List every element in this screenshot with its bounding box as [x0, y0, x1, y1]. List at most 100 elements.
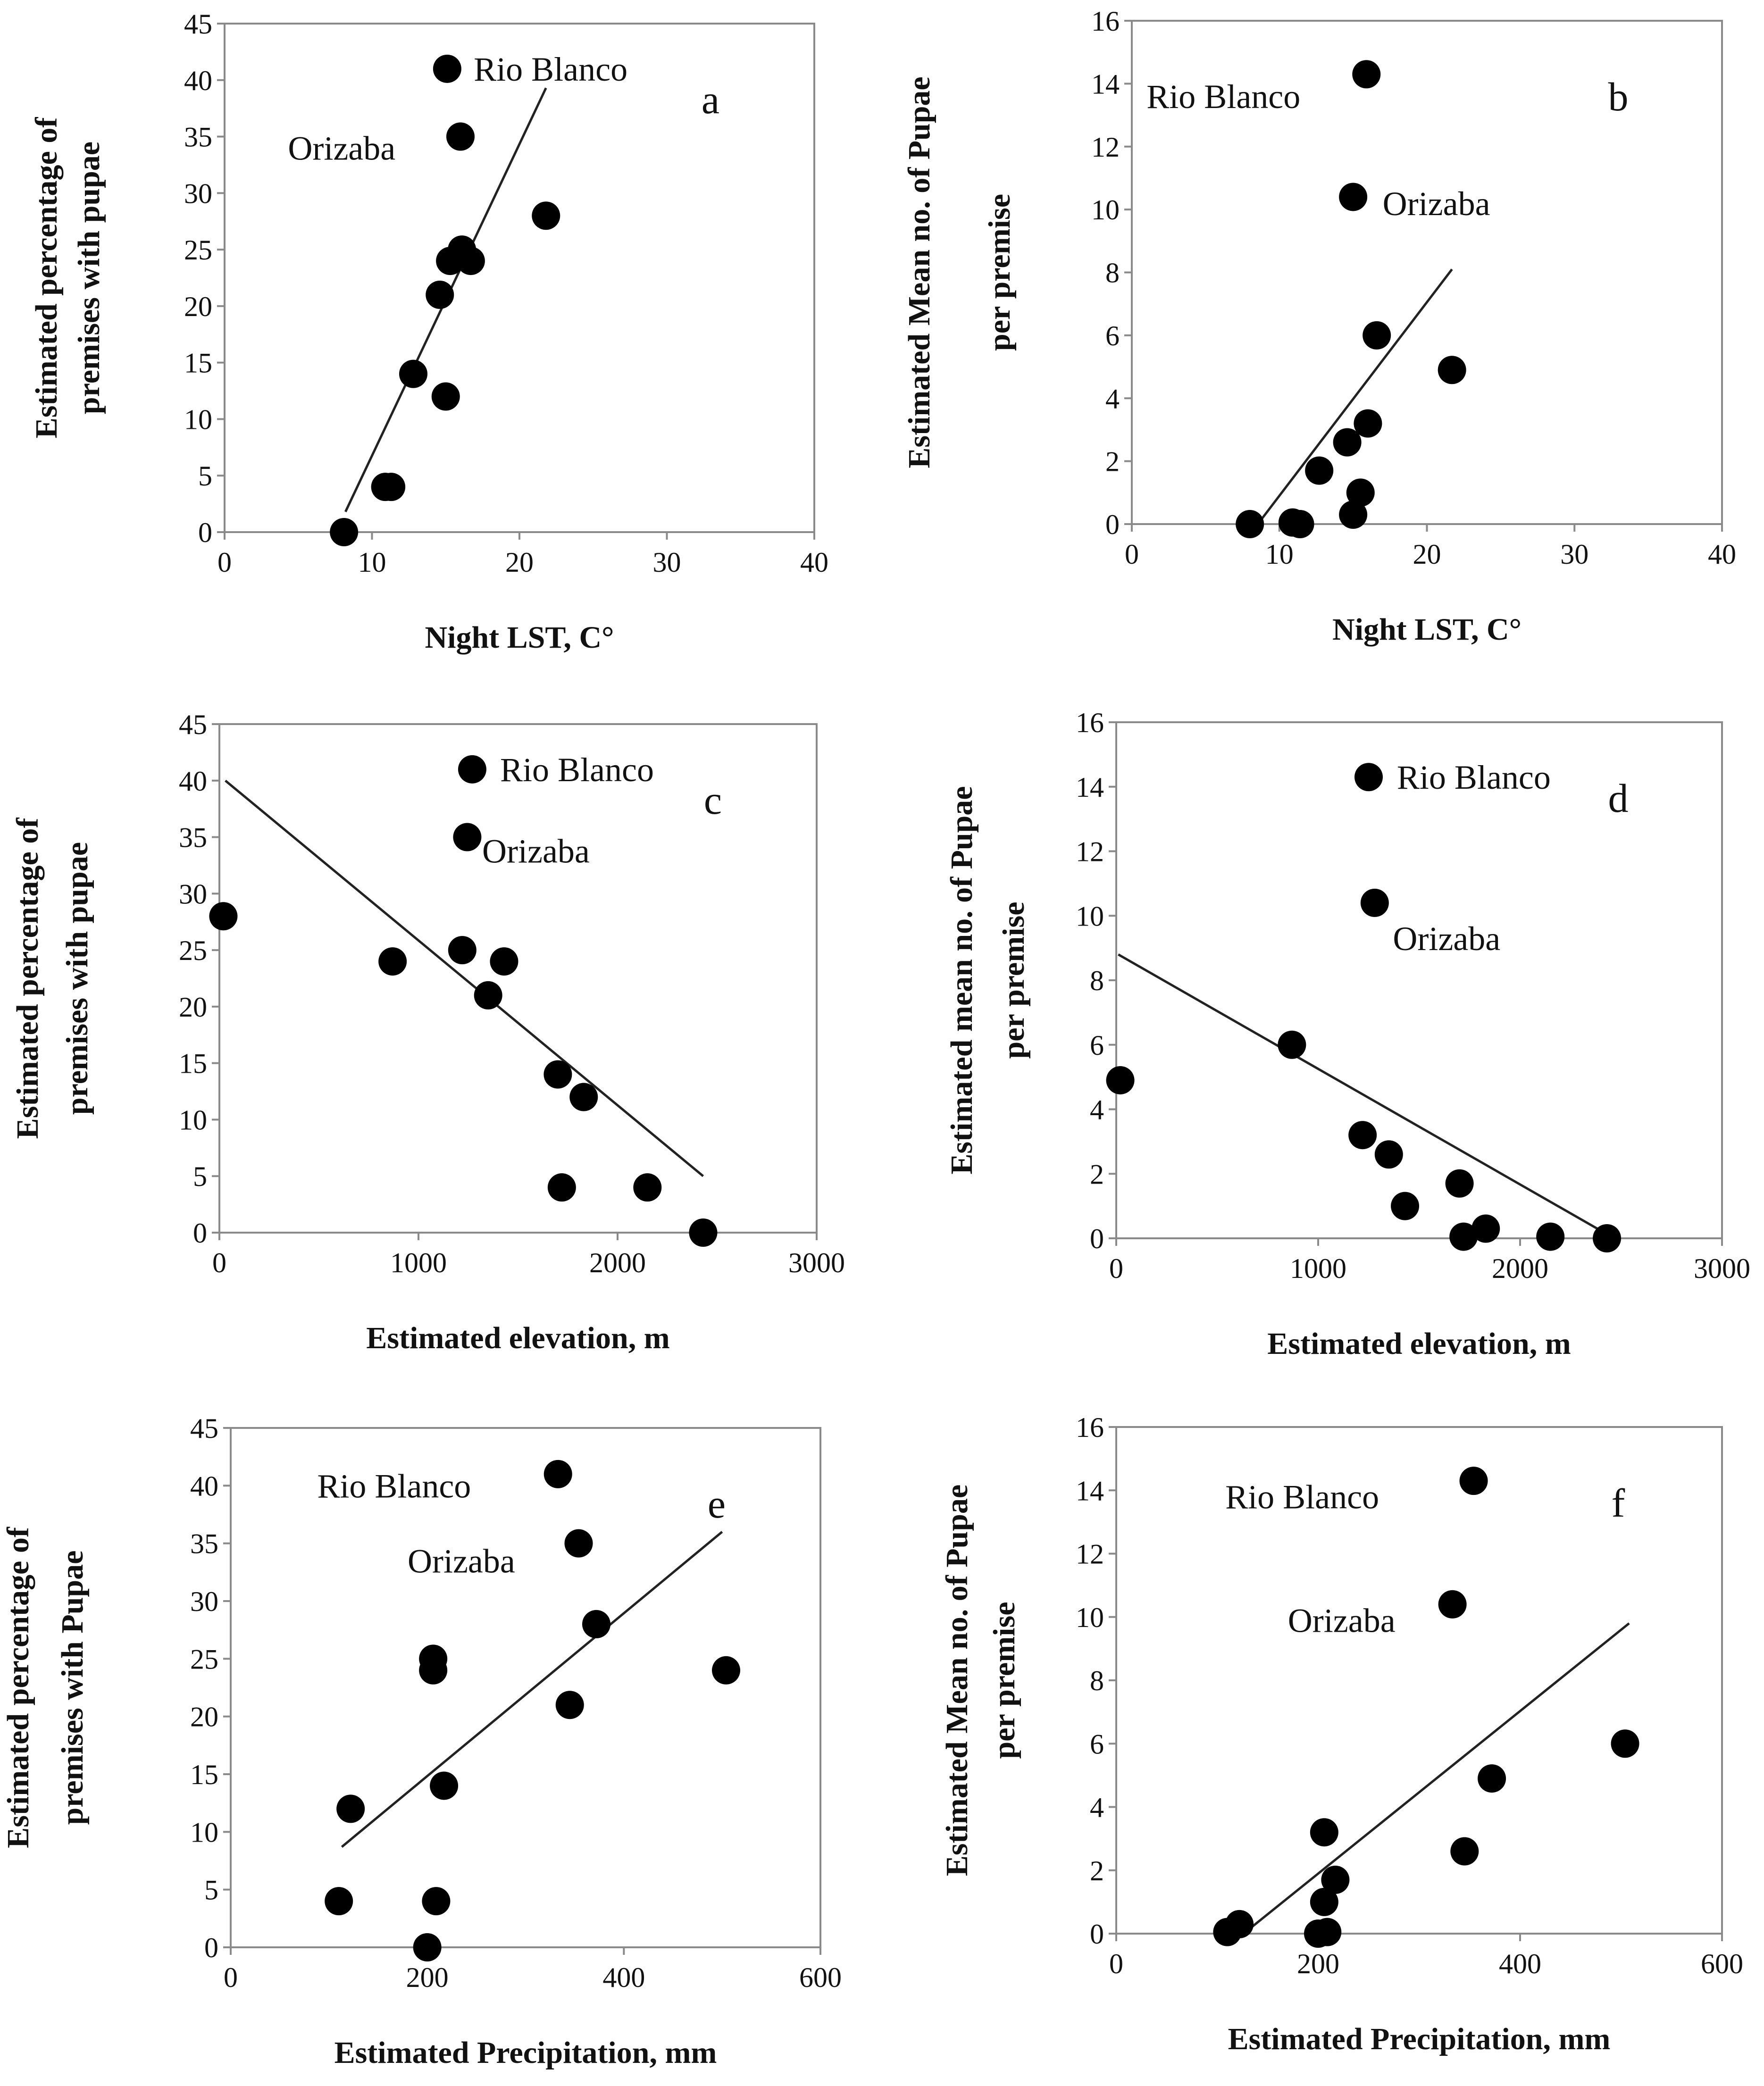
x-tick-label: 2000 — [1492, 1253, 1548, 1284]
x-tick-label: 1000 — [1290, 1253, 1346, 1284]
y-axis-label-line: per premise — [987, 1602, 1021, 1759]
point-annotation: Orizaba — [288, 130, 395, 167]
data-point — [1321, 1865, 1350, 1894]
data-point — [1445, 1169, 1474, 1198]
y-tick-label: 20 — [184, 291, 212, 322]
plot-frame — [1115, 721, 1723, 1239]
y-tick-label: 30 — [179, 878, 207, 909]
data-point — [1478, 1764, 1506, 1793]
data-point — [1333, 428, 1362, 457]
panel-b: 0 2 4 6 8 10 12 14 16 0 10 20 30 40 Night LST, C° Estim… — [902, 6, 1736, 647]
x-axis-label: Estimated Precipitation, mm — [334, 2036, 717, 2070]
data-point — [413, 1933, 442, 1961]
y-axis-label-line: Estimated Mean no. of Pupae — [902, 76, 936, 468]
y-tick-label: 14 — [1091, 68, 1120, 100]
x-tick-label: 40 — [1708, 539, 1736, 570]
y-tick-label: 45 — [184, 8, 212, 40]
y-tick-label: 5 — [193, 1161, 207, 1192]
y-tick-label: 2 — [1090, 1855, 1104, 1886]
y-tick-label: 40 — [184, 65, 212, 96]
y-tick-label: 4 — [1090, 1094, 1104, 1126]
y-tick-label: 20 — [190, 1702, 218, 1733]
data-point — [336, 1794, 365, 1823]
panel-letter: c — [704, 777, 722, 823]
data-point — [1106, 1066, 1135, 1094]
x-axis-label: Estimated Precipitation, mm — [1228, 2022, 1611, 2056]
x-tick-label: 0 — [1125, 539, 1139, 570]
y-tick-label: 4 — [1105, 383, 1120, 414]
data-point — [453, 823, 482, 851]
point-annotation: Orizaba — [1288, 1602, 1396, 1639]
data-point — [1459, 1467, 1488, 1495]
trendline — [1118, 953, 1604, 1233]
trendline — [225, 779, 704, 1177]
y-tick-label: 25 — [179, 935, 207, 966]
y-tick-label: 40 — [179, 766, 207, 797]
x-tick-label: 20 — [505, 547, 534, 578]
x-tick-label: 10 — [1265, 539, 1294, 570]
point-annotation: Orizaba — [1383, 185, 1490, 223]
data-point — [1339, 183, 1368, 211]
data-point — [426, 280, 454, 309]
y-axis-label-line: premises with Pupae — [55, 1551, 90, 1825]
point-annotation: Orizaba — [408, 1542, 515, 1580]
y-tick-label: 10 — [1076, 1602, 1104, 1633]
data-point — [446, 122, 475, 151]
y-tick-label: 12 — [1076, 836, 1104, 868]
data-point — [436, 247, 465, 275]
x-tick-label: 2000 — [589, 1247, 646, 1278]
data-point — [1449, 1222, 1478, 1251]
x-axis-label: Estimated elevation, m — [1267, 1327, 1571, 1361]
y-tick-label: 8 — [1090, 1665, 1104, 1696]
y-tick-label: 8 — [1105, 258, 1120, 289]
data-point — [1438, 1590, 1467, 1619]
y-tick-label: 40 — [190, 1470, 218, 1502]
y-tick-label: 35 — [179, 822, 207, 853]
data-point — [1304, 1919, 1332, 1948]
y-tick-label: 10 — [1076, 901, 1104, 932]
data-point — [433, 54, 461, 83]
data-point — [1536, 1222, 1565, 1251]
y-tick-label: 2 — [1105, 446, 1120, 477]
panel-c: 0 5 10 15 20 25 30 35 40 45 0 1000 2000 3000 Estimated… — [10, 709, 845, 1355]
data-point — [547, 1173, 576, 1202]
x-tick-label: 600 — [799, 1962, 842, 1993]
y-tick-label: 0 — [1105, 509, 1120, 540]
data-point — [419, 1656, 448, 1685]
y-tick-label: 10 — [1091, 194, 1120, 225]
y-axis-label-line: Estimated percentage of — [10, 818, 45, 1139]
point-annotation: Orizaba — [482, 832, 590, 870]
data-point — [1593, 1224, 1622, 1252]
x-tick-label: 30 — [1560, 539, 1588, 570]
x-tick-label: 30 — [653, 547, 681, 578]
y-axis-label-line: Estimated percentage of — [1, 1527, 35, 1848]
point-annotation: Rio Blanco — [1146, 78, 1300, 116]
trendline — [1259, 268, 1453, 522]
data-point — [1286, 510, 1314, 538]
data-point — [1360, 888, 1389, 917]
panel-f: 0 2 4 6 8 10 12 14 16 0 200 400 600 Estimated Precipi… — [940, 1412, 1743, 2056]
y-tick-label: 15 — [179, 1048, 207, 1079]
data-point — [474, 981, 502, 1010]
data-point — [378, 947, 407, 976]
x-tick-label: 600 — [1701, 1948, 1743, 1979]
y-tick-label: 5 — [204, 1875, 218, 1906]
point-annotation: Rio Blanco — [317, 1467, 471, 1505]
y-tick-label: 0 — [204, 1932, 218, 1963]
data-point — [422, 1887, 451, 1916]
data-point — [1339, 500, 1368, 529]
data-point — [1213, 1918, 1242, 1946]
data-point — [1374, 1140, 1403, 1169]
data-point — [633, 1173, 662, 1202]
x-tick-label: 40 — [800, 547, 828, 578]
y-tick-label: 45 — [190, 1413, 218, 1444]
y-tick-label: 5 — [198, 460, 212, 492]
panel-letter: b — [1608, 74, 1629, 119]
data-point — [399, 359, 427, 388]
y-tick-label: 25 — [184, 234, 212, 266]
y-axis-label-line: Estimated Mean no. of Pupae — [940, 1485, 974, 1876]
data-point — [490, 947, 518, 976]
data-point — [1450, 1837, 1479, 1866]
y-tick-label: 14 — [1076, 1475, 1104, 1506]
point-annotation: Rio Blanco — [474, 50, 627, 88]
